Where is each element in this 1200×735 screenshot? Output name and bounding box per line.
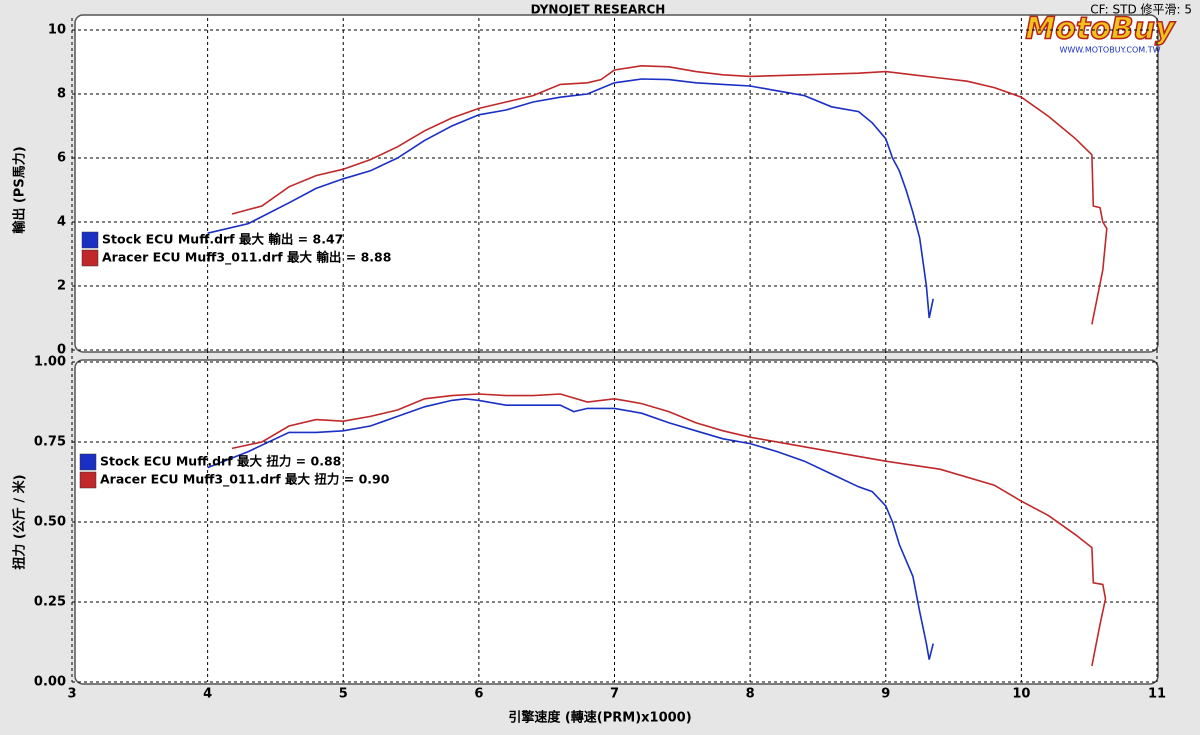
x-tick-label: 7 xyxy=(610,687,619,702)
legend-swatch xyxy=(81,231,99,249)
x-tick-label: 5 xyxy=(339,687,348,702)
x-tick-label: 4 xyxy=(203,687,212,702)
plot-panel xyxy=(74,14,1159,353)
y-axis-label: 扭力 (公斤 / 米) xyxy=(12,474,28,569)
x-tick-label: 11 xyxy=(1148,687,1166,702)
data-line xyxy=(231,64,1108,325)
legend-label: Stock ECU Muff.drf 最大 扭力 = 0.88 xyxy=(100,454,341,469)
legend-label: Aracer ECU Muff3_011.drf 最大 扭力 = 0.90 xyxy=(100,472,390,488)
data-line xyxy=(207,78,934,319)
legend-label: Aracer ECU Muff3_011.drf 最大 輸出 = 8.88 xyxy=(102,250,391,266)
y-tick-label: 6 xyxy=(57,151,66,166)
y-tick-label: 0.75 xyxy=(34,435,66,450)
x-tick-label: 8 xyxy=(746,687,755,702)
y-tick-label: 4 xyxy=(57,215,66,230)
y-tick-label: 0 xyxy=(57,343,66,358)
y-tick-label: 1.00 xyxy=(34,355,66,370)
x-tick-label: 9 xyxy=(881,687,890,702)
x-axis-label: 引擎速度 (轉速(PRM)x1000) xyxy=(508,710,691,726)
y-tick-label: 0.00 xyxy=(34,675,66,690)
y-tick-label: 0.50 xyxy=(34,515,66,530)
settings-label: CF: STD 修平滑: 5 xyxy=(1090,2,1192,17)
x-tick-label: 3 xyxy=(67,687,76,702)
legend-swatch xyxy=(79,471,97,489)
y-tick-label: 8 xyxy=(57,87,66,102)
x-tick-label: 6 xyxy=(474,687,483,702)
logo-url: WWW.MOTOBUY.COM.TW xyxy=(1059,46,1160,55)
y-tick-label: 10 xyxy=(48,23,66,38)
y-tick-label: 0.25 xyxy=(34,595,66,610)
data-line xyxy=(231,393,1107,667)
legend-swatch xyxy=(79,453,97,471)
legend-swatch xyxy=(81,249,99,267)
legend-label: Stock ECU Muff.drf 最大 輸出 = 8.47 xyxy=(102,232,343,247)
x-tick-label: 10 xyxy=(1012,687,1030,702)
y-axis-label: 輸出 (PS馬力) xyxy=(12,146,28,233)
chart-title: DYNOJET RESEARCH xyxy=(531,3,666,17)
data-line xyxy=(207,397,934,660)
y-tick-label: 2 xyxy=(57,279,66,294)
logo: MotoBuy xyxy=(1025,12,1176,47)
